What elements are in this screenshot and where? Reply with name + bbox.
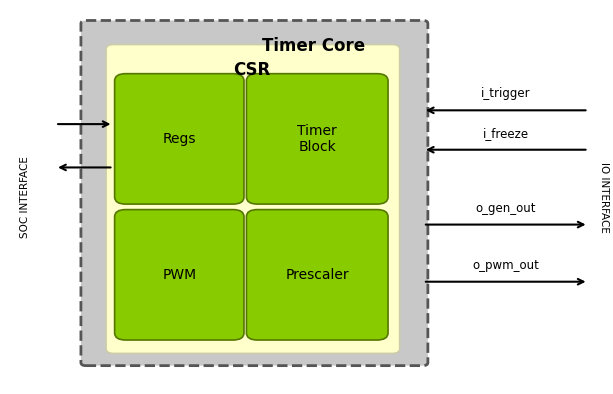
FancyBboxPatch shape xyxy=(81,20,428,366)
Text: o_pwm_out: o_pwm_out xyxy=(472,259,539,272)
Text: o_gen_out: o_gen_out xyxy=(476,202,536,215)
Text: Prescaler: Prescaler xyxy=(286,268,349,282)
FancyBboxPatch shape xyxy=(246,210,388,340)
FancyBboxPatch shape xyxy=(246,74,388,204)
Text: SOC INTERFACE: SOC INTERFACE xyxy=(20,156,29,238)
FancyBboxPatch shape xyxy=(115,210,244,340)
Text: Regs: Regs xyxy=(162,132,196,146)
Text: Timer Core: Timer Core xyxy=(262,37,365,56)
Text: PWM: PWM xyxy=(162,268,196,282)
FancyBboxPatch shape xyxy=(106,45,400,353)
Text: i_trigger: i_trigger xyxy=(481,87,530,100)
Text: CSR: CSR xyxy=(233,61,270,79)
FancyBboxPatch shape xyxy=(115,74,244,204)
Text: IO INTERFACE: IO INTERFACE xyxy=(599,162,609,232)
Text: Timer
Block: Timer Block xyxy=(297,124,337,154)
Text: i_freeze: i_freeze xyxy=(482,127,529,140)
